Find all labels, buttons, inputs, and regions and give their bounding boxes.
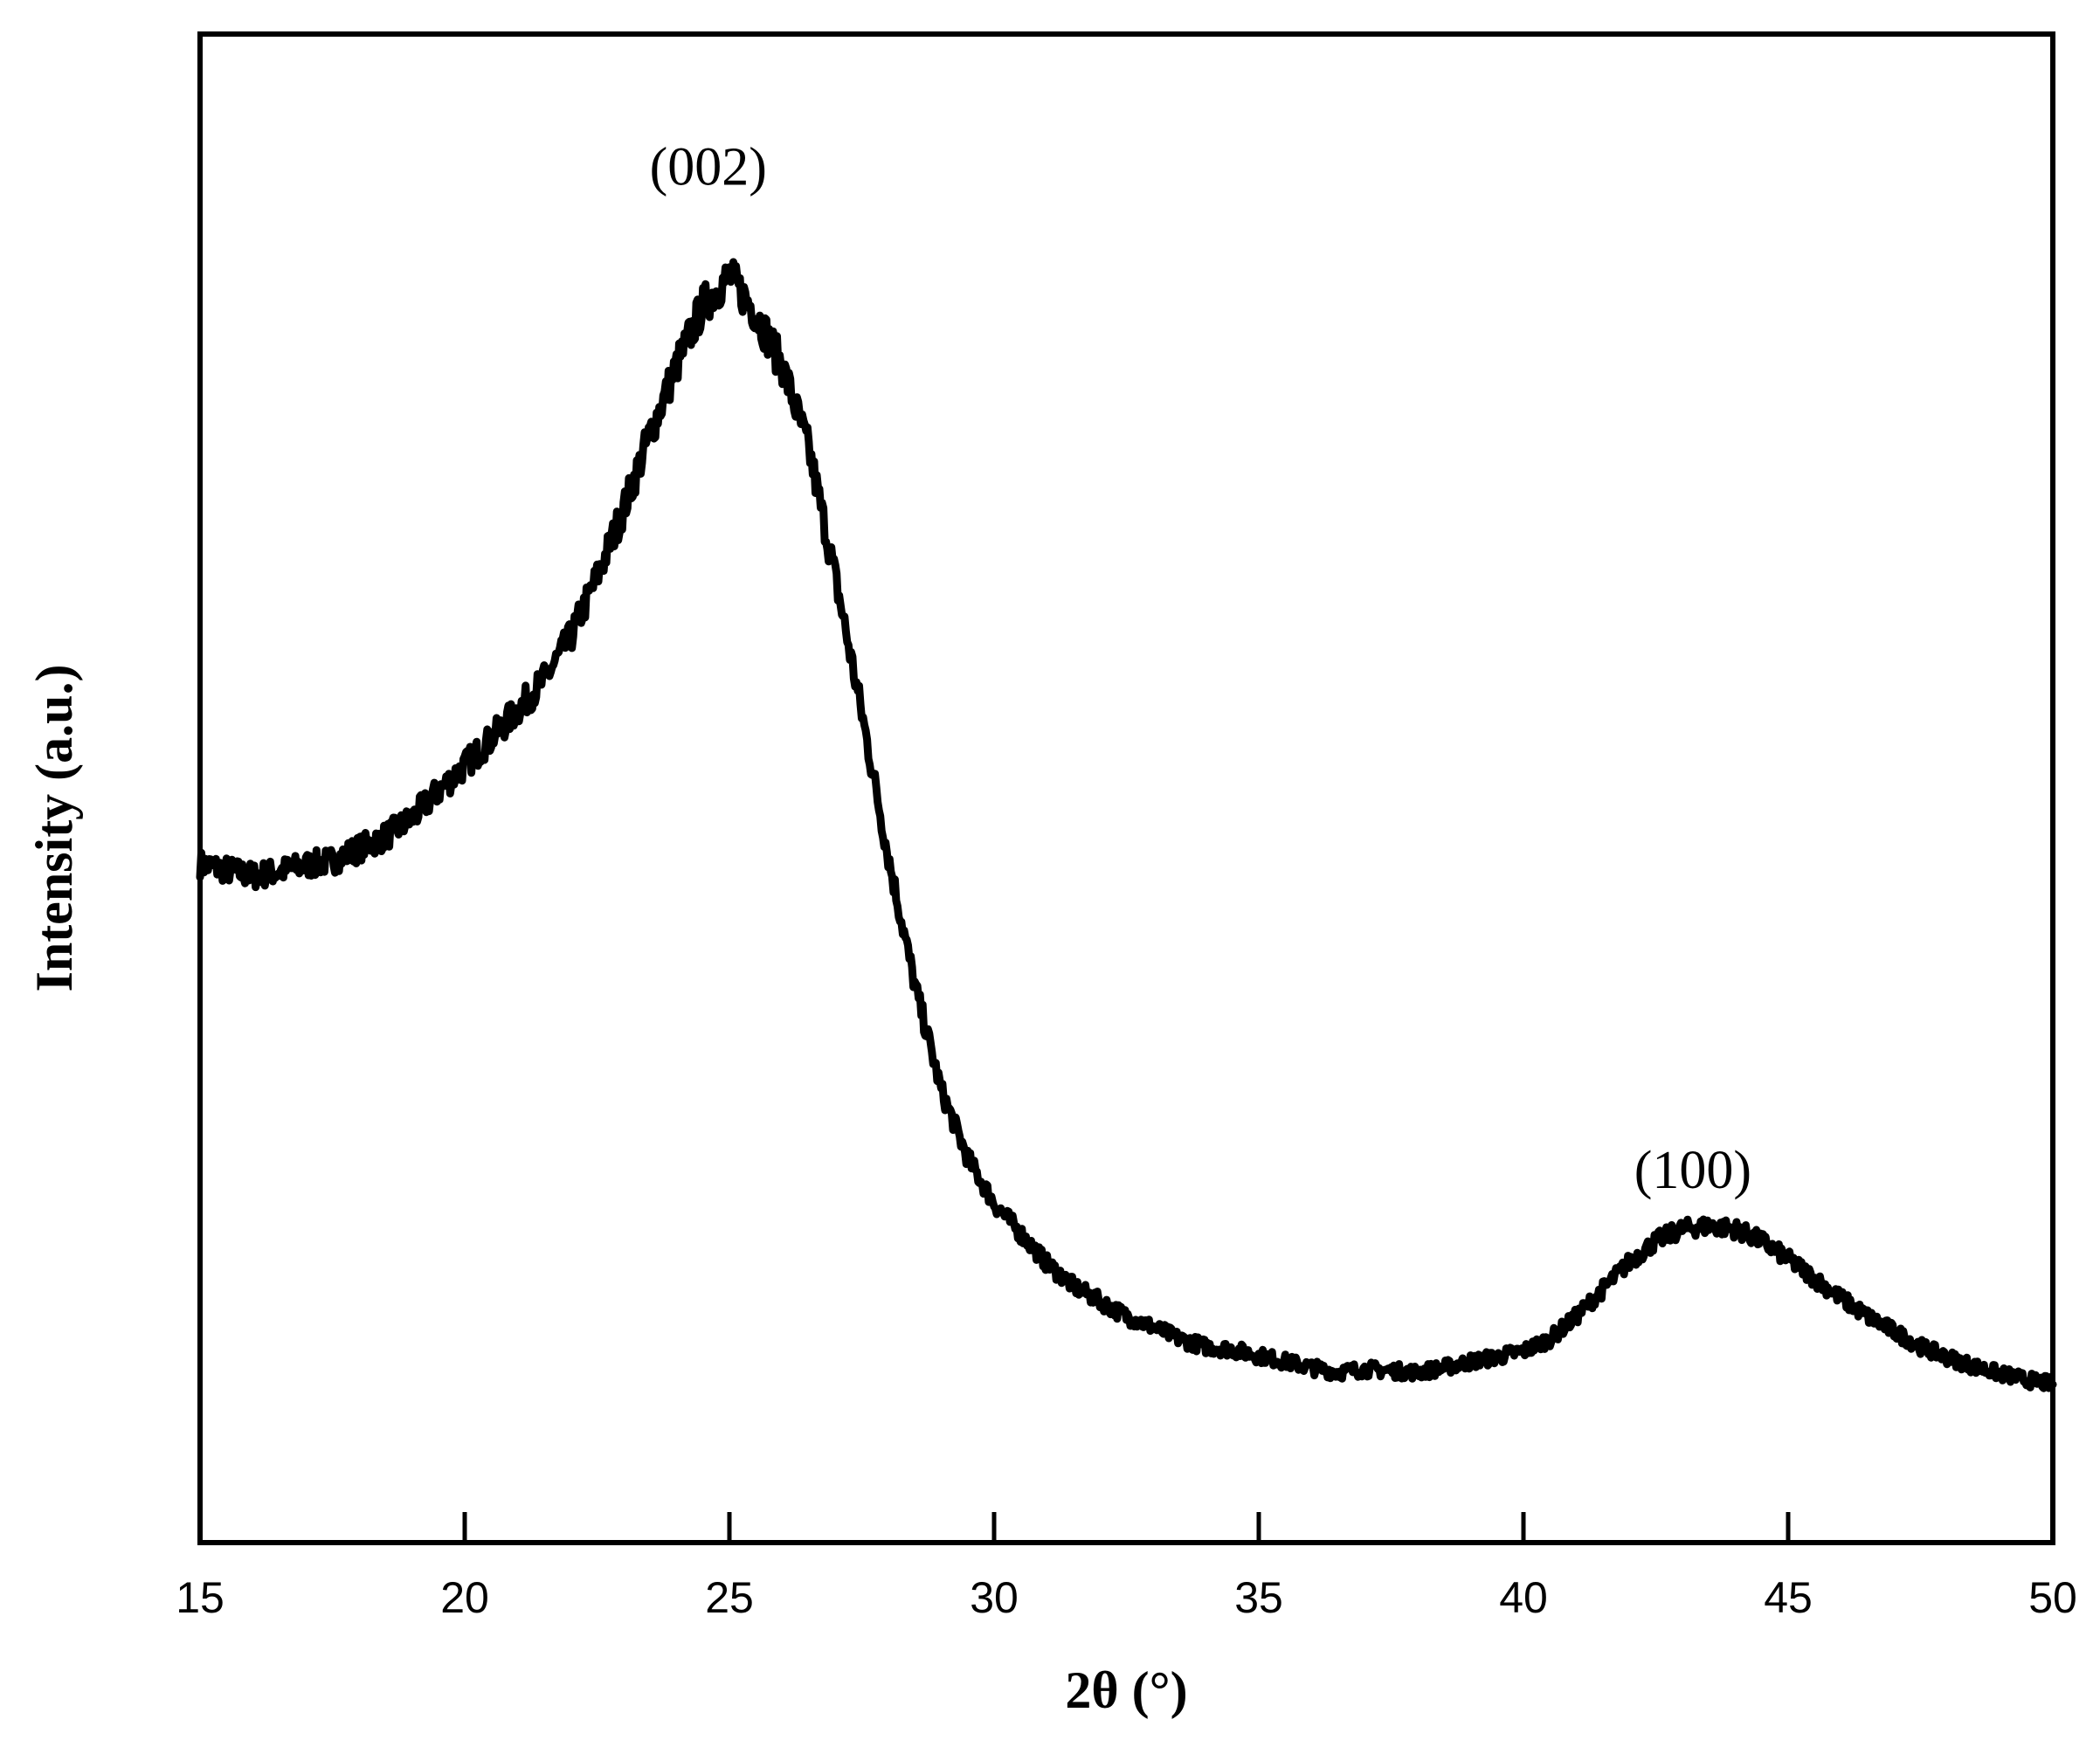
x-tick-label: 25	[705, 1573, 754, 1622]
plot-frame	[197, 31, 2055, 1545]
peak-label: (002)	[650, 138, 767, 197]
x-tick-label: 20	[440, 1573, 489, 1622]
peak-label: (100)	[1634, 1141, 1751, 1200]
x-axis-ticks	[197, 1512, 2055, 1543]
y-axis-title: Intensity (a.u.)	[25, 664, 83, 991]
x-tick-label: 15	[176, 1573, 225, 1622]
x-tick-label: 50	[2028, 1573, 2077, 1622]
x-axis-title: 2θ (°)	[1065, 1661, 1187, 1719]
x-tick-label: 40	[1499, 1573, 1548, 1622]
x-tick-label: 30	[970, 1573, 1019, 1622]
peak-annotations: (002) (100)	[650, 138, 1751, 1200]
x-tick-label: 45	[1764, 1573, 1813, 1622]
series-line	[196, 258, 2057, 1392]
x-axis-tick-labels: 15 20 25 30 35 40 45 50	[176, 1573, 2077, 1622]
x-tick-label: 35	[1234, 1573, 1283, 1622]
